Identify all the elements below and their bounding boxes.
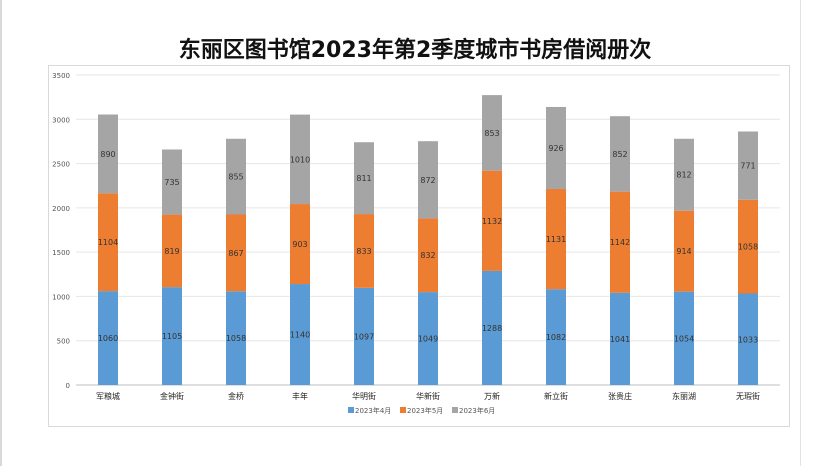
data-label: 811	[356, 174, 371, 183]
bar-segment	[738, 199, 758, 294]
bar-segment	[546, 188, 566, 290]
bar-segment	[354, 214, 374, 288]
legend-label: 2023年5月	[407, 406, 443, 415]
data-label: 1104	[98, 238, 118, 247]
bar-segment	[98, 114, 118, 194]
window-edge	[0, 0, 2, 466]
y-tick-label: 1000	[52, 293, 70, 301]
data-label: 1288	[482, 324, 502, 333]
bar-segment	[482, 270, 502, 385]
bar-segment	[546, 106, 566, 189]
chart-title: 东丽区图书馆2023年第2季度城市书房借阅册次	[178, 38, 652, 63]
data-label: 735	[164, 178, 179, 187]
x-tick-label: 万新	[484, 391, 500, 401]
bar-segment	[610, 292, 630, 385]
y-tick-label: 500	[57, 338, 70, 346]
bar-segment	[354, 287, 374, 385]
data-label: 852	[612, 150, 627, 159]
legend-label: 2023年4月	[355, 406, 391, 415]
bar-segment	[674, 138, 694, 211]
data-label: 1082	[546, 333, 566, 342]
data-label: 1058	[738, 243, 758, 252]
bar-segment	[610, 116, 630, 192]
y-tick-label: 2500	[52, 161, 70, 169]
legend-swatch	[348, 407, 354, 413]
data-label: 1097	[354, 332, 374, 341]
data-label: 890	[100, 150, 115, 159]
data-label: 1060	[98, 334, 118, 343]
bar-segment	[418, 141, 438, 219]
bar-segment	[482, 170, 502, 271]
data-label: 1105	[162, 332, 182, 341]
data-label: 1140	[290, 331, 310, 340]
data-label: 853	[484, 129, 499, 138]
data-label: 1058	[226, 334, 246, 343]
bar-segment	[162, 287, 182, 385]
data-label: 1142	[610, 238, 630, 247]
x-tick-label: 无瑕街	[736, 391, 760, 401]
data-label: 872	[420, 176, 435, 185]
bar-segment	[482, 95, 502, 171]
data-label: 833	[356, 247, 371, 256]
bar-segment	[98, 193, 118, 292]
legend-swatch	[452, 407, 458, 413]
y-tick-label: 3500	[52, 72, 70, 80]
x-tick-label: 华明街	[352, 391, 376, 401]
bar-segment	[162, 149, 182, 215]
data-label: 867	[228, 249, 243, 258]
bar-segment	[226, 291, 246, 385]
x-tick-label: 军粮城	[96, 391, 120, 401]
bar-segment	[674, 210, 694, 292]
bar-segment	[98, 291, 118, 385]
bar-segment	[546, 289, 566, 385]
x-tick-label: 丰年	[292, 391, 308, 401]
bar-segment	[290, 114, 310, 205]
bar-segment	[226, 138, 246, 215]
data-label: 926	[548, 144, 563, 153]
x-tick-label: 金桥	[228, 391, 244, 401]
x-tick-label: 东丽湖	[672, 391, 696, 401]
bar-segment	[738, 293, 758, 385]
data-label: 832	[420, 251, 435, 260]
x-tick-label: 张贵庄	[608, 391, 632, 401]
data-label: 914	[676, 247, 691, 256]
bar-segment	[738, 131, 758, 200]
data-label: 1132	[482, 217, 502, 226]
data-label: 812	[676, 171, 691, 180]
data-label: 1041	[610, 335, 630, 344]
window-edge	[800, 0, 801, 466]
data-label: 1010	[290, 155, 310, 164]
y-tick-label: 0	[66, 382, 70, 390]
bar-segment	[418, 292, 438, 385]
data-label: 1049	[418, 335, 438, 344]
y-tick-label: 3000	[52, 116, 70, 124]
x-tick-label: 金钟街	[160, 391, 184, 401]
data-label: 1054	[674, 334, 694, 343]
bar-segment	[418, 218, 438, 293]
bar-segment	[610, 191, 630, 293]
data-label: 855	[228, 173, 243, 182]
y-tick-label: 2000	[52, 205, 70, 213]
x-tick-label: 华新街	[416, 391, 440, 401]
legend-label: 2023年6月	[459, 406, 495, 415]
bar-segment	[674, 291, 694, 385]
bar-segment	[162, 214, 182, 288]
x-tick-label: 新立街	[544, 391, 568, 401]
data-label: 903	[292, 240, 307, 249]
bar-segment	[354, 142, 374, 215]
bar-segment	[290, 204, 310, 285]
data-label: 771	[740, 162, 755, 171]
data-label: 1033	[738, 335, 758, 344]
y-tick-label: 1500	[52, 249, 70, 257]
legend-swatch	[400, 407, 406, 413]
bar-segment	[226, 214, 246, 292]
bar-segment	[290, 284, 310, 385]
data-label: 819	[164, 247, 179, 256]
data-label: 1131	[546, 235, 566, 244]
